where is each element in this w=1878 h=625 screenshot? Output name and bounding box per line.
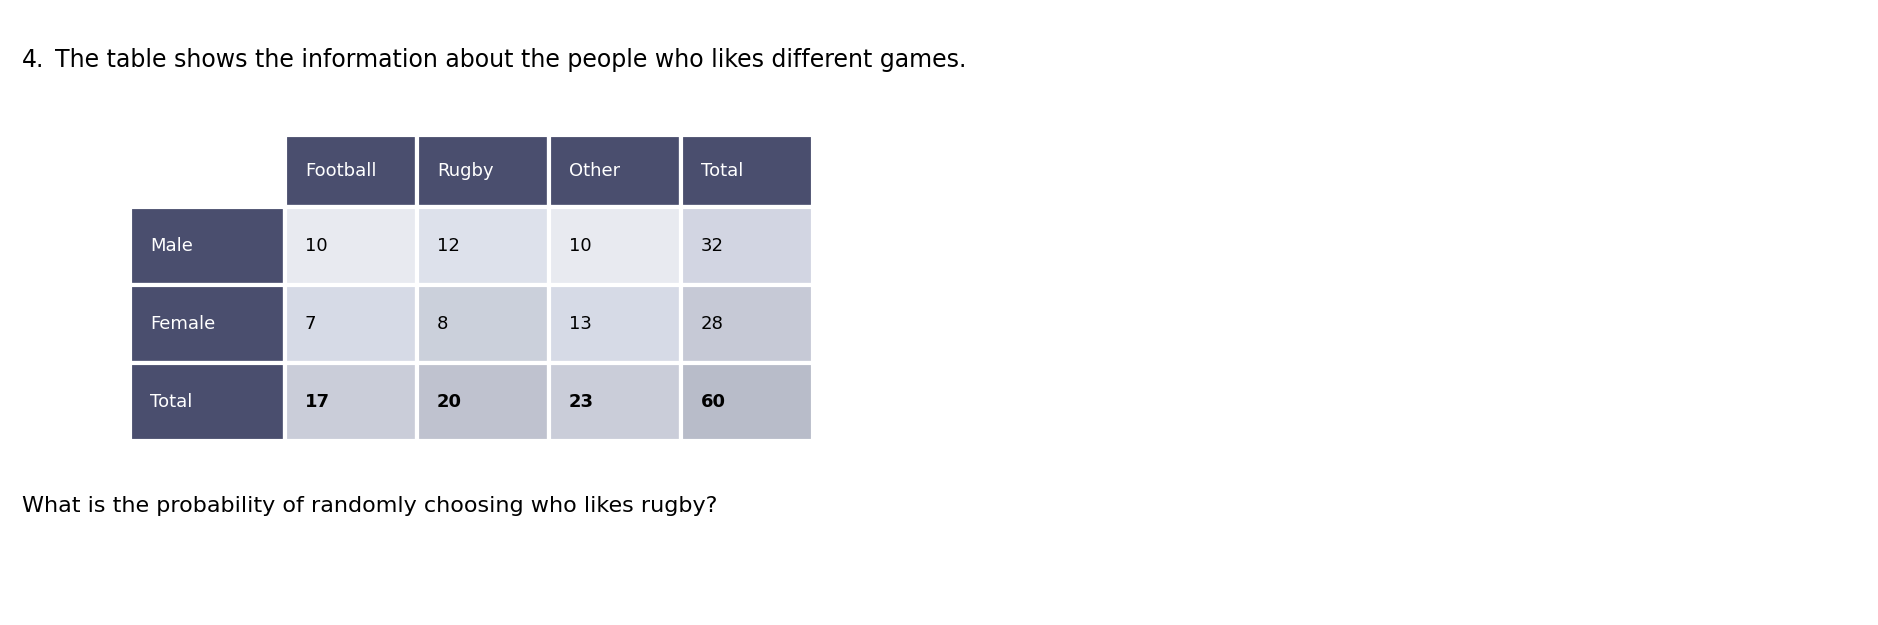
Bar bbox=[682, 285, 813, 363]
Text: 4.: 4. bbox=[23, 48, 45, 72]
Bar bbox=[285, 363, 417, 441]
Text: 10: 10 bbox=[569, 237, 592, 255]
Bar bbox=[130, 285, 285, 363]
Bar bbox=[285, 285, 417, 363]
Text: 12: 12 bbox=[438, 237, 460, 255]
Text: 10: 10 bbox=[304, 237, 327, 255]
Bar bbox=[417, 363, 548, 441]
Text: 20: 20 bbox=[438, 393, 462, 411]
Bar bbox=[548, 285, 682, 363]
Text: 28: 28 bbox=[700, 315, 723, 333]
Text: 13: 13 bbox=[569, 315, 592, 333]
Bar bbox=[417, 135, 548, 207]
Text: 32: 32 bbox=[700, 237, 725, 255]
Bar bbox=[130, 135, 285, 207]
Bar bbox=[130, 363, 285, 441]
Bar bbox=[682, 363, 813, 441]
Text: Male: Male bbox=[150, 237, 193, 255]
Bar bbox=[548, 135, 682, 207]
Text: Total: Total bbox=[700, 162, 744, 180]
Text: Football: Football bbox=[304, 162, 376, 180]
Bar bbox=[417, 285, 548, 363]
Bar bbox=[682, 207, 813, 285]
Text: Rugby: Rugby bbox=[438, 162, 494, 180]
Text: 7: 7 bbox=[304, 315, 317, 333]
Text: Female: Female bbox=[150, 315, 216, 333]
Text: 23: 23 bbox=[569, 393, 593, 411]
Text: 8: 8 bbox=[438, 315, 449, 333]
Bar bbox=[285, 135, 417, 207]
Bar bbox=[548, 207, 682, 285]
Text: The table shows the information about the people who likes different games.: The table shows the information about th… bbox=[54, 48, 967, 72]
Bar bbox=[682, 135, 813, 207]
Bar bbox=[417, 207, 548, 285]
Bar bbox=[130, 207, 285, 285]
Text: 17: 17 bbox=[304, 393, 331, 411]
Bar bbox=[285, 207, 417, 285]
Text: Total: Total bbox=[150, 393, 192, 411]
Text: 60: 60 bbox=[700, 393, 727, 411]
Bar bbox=[548, 363, 682, 441]
Text: Other: Other bbox=[569, 162, 620, 180]
Text: What is the probability of randomly choosing who likes rugby?: What is the probability of randomly choo… bbox=[23, 496, 717, 516]
